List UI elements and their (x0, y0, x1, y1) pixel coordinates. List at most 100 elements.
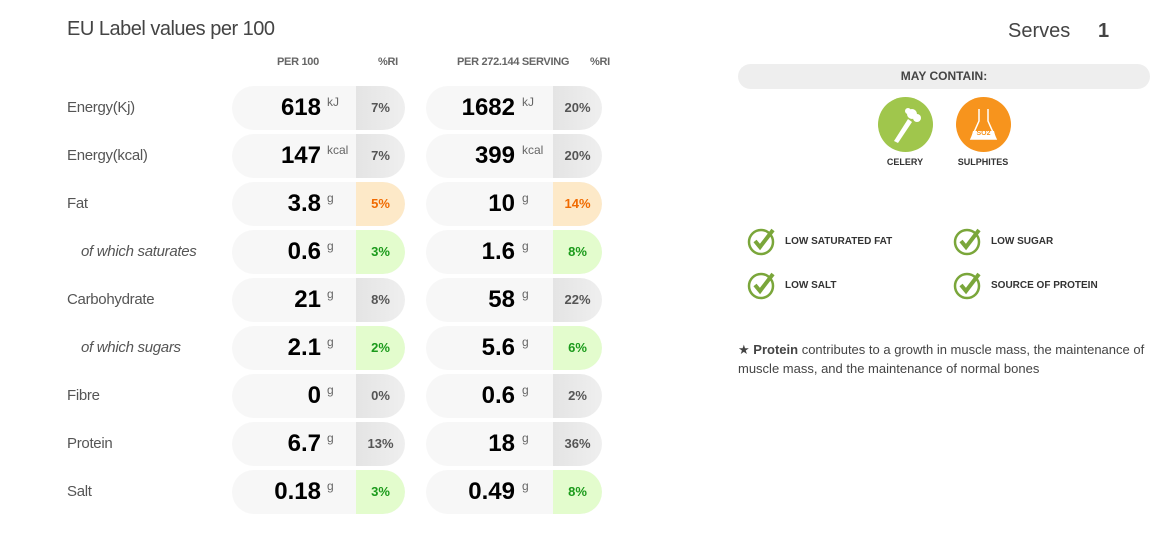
unit: g (327, 383, 334, 397)
nutrient-label: Energy(kcal) (67, 147, 148, 164)
table-row: Protein 6.7 g 13% 18 g 36% (0, 422, 620, 466)
claim-label: SOURCE OF PROTEIN (991, 279, 1098, 291)
unit: g (327, 335, 334, 349)
unit: g (327, 431, 334, 445)
per-serving-cell: 399 kcal 20% (426, 134, 602, 178)
claim-item: LOW SUGAR (953, 226, 1053, 256)
table-row: of which saturates 0.6 g 3% 1.6 g 8% (0, 230, 620, 274)
table-row: Fat 3.8 g 5% 10 g 14% (0, 182, 620, 226)
per100-cell: 147 kcal 7% (232, 134, 405, 178)
per-serving-cell: 1682 kJ 20% (426, 86, 602, 130)
celery-icon (877, 97, 933, 152)
allergen-celery: CELERY (870, 97, 940, 167)
ri-badge: 2% (553, 374, 602, 418)
nutrient-label: Fat (67, 195, 88, 212)
unit: g (522, 191, 529, 205)
so2-formula: SO2 (976, 130, 991, 137)
per100-value: 21 (294, 286, 321, 313)
per100-cell: 2.1 g 2% (232, 326, 405, 370)
col-header-ri: %RI (378, 56, 398, 68)
star-icon: ★ (738, 342, 750, 357)
unit: kcal (522, 143, 544, 157)
per-serving-cell: 5.6 g 6% (426, 326, 602, 370)
protein-claim-note: ★ Protein contributes to a growth in mus… (738, 340, 1148, 378)
check-circle-icon (747, 272, 775, 300)
per-serving-value: 0.49 (468, 478, 515, 505)
table-row: Carbohydrate 21 g 8% 58 g 22% (0, 278, 620, 322)
unit: kJ (327, 95, 339, 109)
nutrient-label: of which saturates (81, 243, 197, 260)
per-serving-value: 10 (488, 190, 515, 217)
unit: g (522, 383, 529, 397)
unit: g (522, 335, 529, 349)
nutrient-label: Carbohydrate (67, 291, 155, 308)
note-text: contributes to a growth in muscle mass, … (738, 342, 1145, 376)
per100-value: 618 (280, 94, 321, 121)
unit: g (327, 479, 334, 493)
ri-badge: 20% (553, 86, 602, 130)
per100-value: 0 (307, 382, 321, 409)
per100-cell: 21 g 8% (232, 278, 405, 322)
per-serving-cell: 18 g 36% (426, 422, 602, 466)
per100-value: 147 (280, 142, 321, 169)
per100-value: 2.1 (287, 334, 321, 361)
nutrient-label: Salt (67, 483, 92, 500)
per-serving-value: 5.6 (481, 334, 515, 361)
page-title: EU Label values per 100 (67, 18, 275, 40)
nutrient-label: Energy(Kj) (67, 99, 135, 116)
col-header-ri-serving: %RI (590, 56, 610, 68)
per100-cell: 0.18 g 3% (232, 470, 405, 514)
claim-label: LOW SALT (785, 279, 837, 291)
unit: g (327, 287, 334, 301)
ri-badge: 20% (553, 134, 602, 178)
ri-badge: 8% (356, 278, 405, 322)
table-row: Salt 0.18 g 3% 0.49 g 8% (0, 470, 620, 514)
ri-badge: 8% (553, 230, 602, 274)
ri-badge: 36% (553, 422, 602, 466)
unit: kcal (327, 143, 349, 157)
per100-value: 0.18 (274, 478, 321, 505)
ri-badge: 5% (356, 182, 405, 226)
per100-value: 0.6 (287, 238, 321, 265)
nutrient-label: Protein (67, 435, 113, 452)
nutrient-label: of which sugars (81, 339, 181, 356)
unit: g (522, 239, 529, 253)
claim-item: SOURCE OF PROTEIN (953, 270, 1098, 300)
ri-badge: 14% (553, 182, 602, 226)
unit: g (327, 191, 334, 205)
claim-label: LOW SATURATED FAT (785, 235, 893, 247)
check-circle-icon (953, 228, 981, 256)
check-circle-icon (747, 228, 775, 256)
per-serving-value: 0.6 (481, 382, 515, 409)
ri-badge: 3% (356, 470, 405, 514)
unit: g (327, 239, 334, 253)
serves-value: 1 (1098, 20, 1110, 42)
per-serving-cell: 58 g 22% (426, 278, 602, 322)
nutrient-label: Fibre (67, 387, 100, 404)
flask-icon: SO2 (955, 97, 1011, 152)
per-serving-cell: 10 g 14% (426, 182, 602, 226)
unit: g (522, 431, 529, 445)
per100-cell: 3.8 g 5% (232, 182, 405, 226)
ri-badge: 8% (553, 470, 602, 514)
unit: kJ (522, 95, 534, 109)
per-serving-value: 58 (488, 286, 515, 313)
ri-badge: 22% (553, 278, 602, 322)
claim-item: LOW SATURATED FAT (747, 226, 892, 256)
ri-badge: 6% (553, 326, 602, 370)
claim-item: LOW SALT (747, 270, 836, 300)
ri-badge: 13% (356, 422, 405, 466)
may-contain-header: MAY CONTAIN: (738, 64, 1150, 89)
ri-badge: 0% (356, 374, 405, 418)
note-bold: Protein (753, 342, 799, 357)
per-serving-cell: 0.49 g 8% (426, 470, 602, 514)
col-header-per100: PER 100 (277, 56, 319, 68)
per-serving-value: 18 (488, 430, 515, 457)
per-serving-value: 399 (474, 142, 515, 169)
unit: g (522, 287, 529, 301)
per100-cell: 0.6 g 3% (232, 230, 405, 274)
per100-value: 6.7 (287, 430, 321, 457)
allergen-label: SULPHITES (957, 157, 1009, 167)
table-row: of which sugars 2.1 g 2% 5.6 g 6% (0, 326, 620, 370)
ri-badge: 2% (356, 326, 405, 370)
